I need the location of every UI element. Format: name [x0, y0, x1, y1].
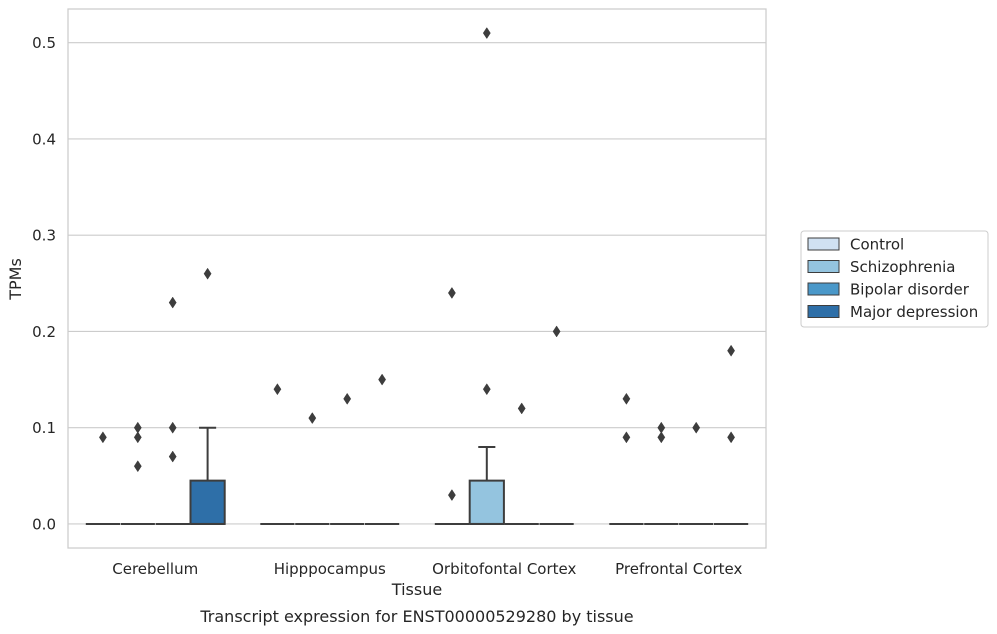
outlier-point [622, 431, 631, 444]
outlier-point [133, 431, 142, 444]
chart-caption: Transcript expression for ENST0000052928… [199, 607, 633, 626]
outliers [99, 27, 735, 502]
outlier-point [517, 402, 526, 415]
outlier-point [133, 460, 142, 473]
outlier-point [203, 267, 212, 280]
legend-label: Control [850, 236, 904, 254]
outlier-point [622, 392, 631, 405]
outlier-point [727, 431, 735, 444]
legend-swatch [807, 305, 840, 318]
legend-label: Bipolar disorder [850, 281, 970, 299]
outlier-point [99, 431, 107, 444]
legend-frame [800, 230, 989, 328]
box [468, 479, 505, 525]
plot-area-frame [67, 8, 767, 549]
legend-swatch [807, 260, 840, 273]
outlier-point [168, 296, 177, 309]
x-axis-label: Tissue [391, 580, 442, 599]
y-tick-label: 0.3 [32, 227, 56, 245]
outlier-point [448, 489, 456, 502]
y-axis-label: TPMs [6, 258, 25, 301]
outlier-point [308, 412, 317, 425]
x-tick-label: Cerebellum [112, 560, 198, 578]
outlier-point [482, 27, 491, 40]
outlier-point [448, 286, 456, 299]
y-tick-label: 0.2 [32, 323, 56, 341]
x-tick-label: Orbitofontal Cortex [432, 560, 576, 578]
legend-label: Major depression [850, 303, 978, 321]
x-tick-label: Hipppocampus [274, 560, 386, 578]
box [189, 479, 226, 525]
y-tick-label: 0.0 [32, 515, 56, 533]
outlier-point [552, 325, 561, 338]
outlier-point [168, 421, 177, 434]
legend-swatch [807, 282, 840, 296]
y-tick-label: 0.1 [32, 419, 56, 437]
outlier-point [727, 344, 735, 357]
x-tick-labels: Cerebellum Hipppocampus Orbitofontal Corte… [112, 560, 742, 578]
outlier-point [378, 373, 386, 386]
boxes [85, 426, 749, 525]
outlier-point [343, 392, 352, 405]
legend: Control Schizophrenia Bipolar disorder Majo… [800, 230, 989, 328]
legend-swatch [807, 237, 840, 251]
outlier-point [692, 421, 701, 434]
outlier-point [273, 383, 282, 396]
y-tick-label: 0.5 [32, 34, 56, 52]
legend-label: Schizophrenia [850, 258, 955, 276]
x-tick-label: Prefrontal Cortex [615, 560, 742, 578]
outlier-point [168, 450, 177, 463]
y-tick-label: 0.4 [32, 130, 56, 148]
y-tick-labels: 0.0 0.1 0.2 0.3 0.4 0.5 [32, 34, 56, 533]
outlier-point [657, 431, 666, 444]
outlier-point [482, 383, 491, 396]
